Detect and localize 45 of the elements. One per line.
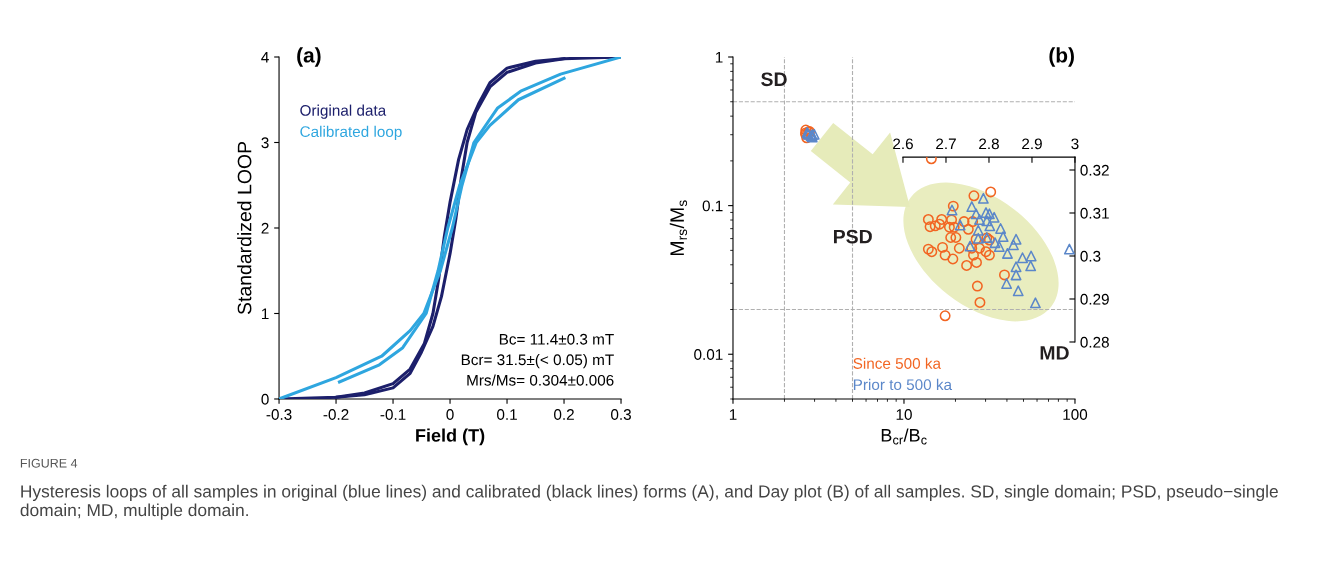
text: Calibrated loop (300, 125, 402, 141)
annotation: Bc= 11.4±0.3 mT (499, 333, 614, 345)
y-tick-label: 0.3 (1080, 250, 1101, 262)
text: Since 500 ka (853, 357, 942, 369)
x-tick-label: -0.3 (266, 409, 292, 420)
x-tick-label: 10 (896, 409, 912, 420)
caption: FIGURE 4 (20, 458, 78, 468)
x-tick-label: 0.2 (554, 409, 574, 420)
annotation: Bcr= 31.5±(< 0.05) mT (461, 353, 614, 369)
text: Original data (300, 104, 387, 119)
y-axis-title: M$_{rs}$/M$_{s}$ (669, 200, 688, 256)
annotation: SD (761, 72, 787, 87)
y-tick-label: 4 (261, 52, 269, 63)
x-tick-label: 0.3 (611, 409, 631, 420)
annotation: MD (1040, 346, 1069, 360)
x-tick-label: -0.2 (323, 409, 349, 420)
chart-title: (a) (297, 47, 321, 67)
y-tick-label: 0.31 (1080, 207, 1109, 219)
x-tick-label: 0.1 (497, 409, 517, 420)
chart-title: (b) (1049, 47, 1074, 67)
y-tick-label: 0.01 (694, 349, 723, 360)
y-tick-label: 0.32 (1080, 164, 1109, 176)
x-tick-label: 100 (1063, 409, 1088, 420)
x-tick-label: 2.8 (979, 138, 999, 150)
y-tick-label: 1 (261, 308, 269, 320)
x-tick-label: 2.6 (893, 138, 913, 150)
annotation: PSD (833, 229, 872, 244)
x-tick-label: -0.1 (380, 409, 406, 420)
y-tick-label: 0.1 (702, 200, 723, 212)
y-axis-title: Standardized LOOP (237, 142, 252, 315)
y-tick-label: 0.28 (1080, 336, 1109, 348)
text: Prior to 500 ka (853, 378, 953, 391)
x-axis-title: B$_{cr}$/B$_{c}$ (881, 428, 927, 445)
y-tick-label: 2 (261, 222, 269, 234)
x-tick-label: 1 (729, 409, 737, 420)
annotation: Mrs/Ms= 0.304±0.006 (467, 374, 614, 386)
y-tick-label: 0.29 (1080, 293, 1109, 305)
text: Hysteresis loops of all samples in original (blue lines) and calibrated (black lines) forms (A), and Day plot (B) of all samples. SD, single domain; PSD, pseudo−single domain; MD, multiple domain. (20, 484, 1278, 520)
x-tick-label: 2.9 (1022, 138, 1042, 150)
x-tick-label: 0 (446, 409, 454, 420)
x-axis-title: Field (T) (416, 428, 485, 446)
x-tick-label: 3 (1071, 138, 1079, 150)
y-tick-label: 1 (715, 52, 723, 63)
x-tick-label: 2.7 (936, 138, 956, 150)
y-tick-label: 0 (261, 393, 269, 405)
